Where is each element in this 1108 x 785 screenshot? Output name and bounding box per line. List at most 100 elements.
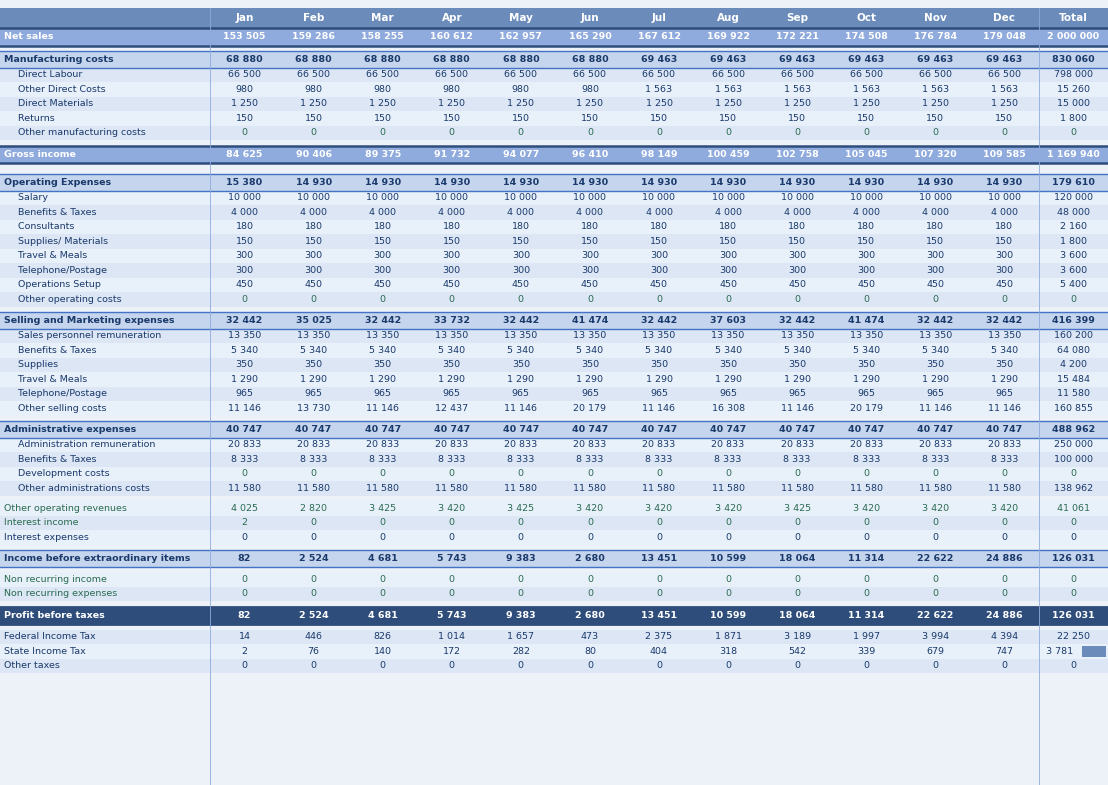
Text: 0: 0 xyxy=(1002,294,1007,304)
Text: 180: 180 xyxy=(373,222,392,232)
Bar xyxy=(0,372,1108,386)
Text: 2 820: 2 820 xyxy=(300,504,327,513)
Text: 0: 0 xyxy=(587,518,593,528)
Text: 20 179: 20 179 xyxy=(574,403,606,413)
Bar xyxy=(1083,646,1106,657)
Bar xyxy=(0,145,1108,163)
Text: 488 962: 488 962 xyxy=(1051,425,1095,434)
Bar xyxy=(0,8,1108,28)
Text: 0: 0 xyxy=(380,590,386,598)
Text: 798 000: 798 000 xyxy=(1054,70,1092,79)
Text: 32 442: 32 442 xyxy=(503,316,538,325)
Text: Other selling costs: Other selling costs xyxy=(12,403,106,413)
Text: 14 930: 14 930 xyxy=(640,177,677,187)
Text: 0: 0 xyxy=(656,661,661,670)
Text: 965: 965 xyxy=(926,389,944,398)
Text: 158 255: 158 255 xyxy=(361,32,404,42)
Text: 0: 0 xyxy=(242,575,247,584)
Text: 980: 980 xyxy=(236,85,254,93)
Text: 980: 980 xyxy=(373,85,392,93)
Text: 0: 0 xyxy=(656,575,661,584)
Bar xyxy=(0,169,1108,174)
Text: 350: 350 xyxy=(236,360,254,369)
Text: 0: 0 xyxy=(587,128,593,137)
Text: 150: 150 xyxy=(581,114,599,122)
Text: 180: 180 xyxy=(788,222,807,232)
Text: Total: Total xyxy=(1059,13,1088,23)
Text: 0: 0 xyxy=(932,575,938,584)
Text: Net sales: Net sales xyxy=(4,32,53,42)
Text: 20 833: 20 833 xyxy=(504,440,537,449)
Text: 10 599: 10 599 xyxy=(710,553,746,563)
Text: 0: 0 xyxy=(1070,661,1077,670)
Text: 3 425: 3 425 xyxy=(369,504,397,513)
Text: 3 420: 3 420 xyxy=(576,504,604,513)
Text: 0: 0 xyxy=(380,469,386,478)
Text: 1 290: 1 290 xyxy=(646,374,673,384)
Text: 159 286: 159 286 xyxy=(293,32,335,42)
Text: 1 250: 1 250 xyxy=(715,99,741,108)
Text: 1 563: 1 563 xyxy=(715,85,741,93)
Text: 20 833: 20 833 xyxy=(366,440,399,449)
Bar xyxy=(0,550,1108,567)
Bar xyxy=(0,191,1108,205)
Text: 153 505: 153 505 xyxy=(224,32,266,42)
Text: 250 000: 250 000 xyxy=(1054,440,1092,449)
Text: 32 442: 32 442 xyxy=(986,316,1023,325)
Text: Other manufacturing costs: Other manufacturing costs xyxy=(12,128,146,137)
Text: 0: 0 xyxy=(310,469,317,478)
Text: 18 064: 18 064 xyxy=(779,553,815,563)
Text: 150: 150 xyxy=(512,114,530,122)
Text: 160 612: 160 612 xyxy=(430,32,473,42)
Bar xyxy=(0,163,1108,169)
Text: 150: 150 xyxy=(858,114,875,122)
Text: 0: 0 xyxy=(794,575,800,584)
Text: 180: 180 xyxy=(581,222,599,232)
Bar xyxy=(0,545,1108,550)
Bar xyxy=(0,607,1108,624)
Text: 4 000: 4 000 xyxy=(576,208,604,217)
Text: 126 031: 126 031 xyxy=(1053,611,1095,619)
Text: 0: 0 xyxy=(449,469,454,478)
Text: 0: 0 xyxy=(1002,518,1007,528)
Text: 66 500: 66 500 xyxy=(228,70,261,79)
Bar xyxy=(0,357,1108,372)
Text: 300: 300 xyxy=(443,251,461,261)
Text: 5 743: 5 743 xyxy=(437,553,466,563)
Text: 0: 0 xyxy=(1070,533,1077,542)
Text: 8 333: 8 333 xyxy=(715,455,741,464)
Text: Non recurring income: Non recurring income xyxy=(4,575,106,584)
Text: 8 333: 8 333 xyxy=(507,455,534,464)
Text: 8 333: 8 333 xyxy=(230,455,258,464)
Text: 2: 2 xyxy=(242,518,247,528)
Text: 13 350: 13 350 xyxy=(504,331,537,340)
Bar xyxy=(0,501,1108,516)
Text: 90 406: 90 406 xyxy=(296,150,331,159)
Text: 150: 150 xyxy=(305,114,322,122)
Text: 282: 282 xyxy=(512,647,530,655)
Text: 350: 350 xyxy=(995,360,1014,369)
Text: 965: 965 xyxy=(995,389,1014,398)
Text: Administration remuneration: Administration remuneration xyxy=(12,440,155,449)
Text: 150: 150 xyxy=(236,114,254,122)
Text: 10 000: 10 000 xyxy=(366,193,399,203)
Text: 20 833: 20 833 xyxy=(780,440,813,449)
Text: 0: 0 xyxy=(380,518,386,528)
Text: 41 474: 41 474 xyxy=(848,316,884,325)
Text: 14 930: 14 930 xyxy=(779,177,815,187)
Text: Profit before taxes: Profit before taxes xyxy=(4,611,105,619)
Text: 300: 300 xyxy=(512,266,530,275)
Text: 0: 0 xyxy=(242,533,247,542)
Text: 300: 300 xyxy=(373,266,392,275)
Bar xyxy=(0,234,1108,249)
Text: 1 290: 1 290 xyxy=(507,374,534,384)
Text: 0: 0 xyxy=(794,590,800,598)
Text: 150: 150 xyxy=(995,114,1014,122)
Text: 0: 0 xyxy=(1002,590,1007,598)
Text: 1 169 940: 1 169 940 xyxy=(1047,150,1100,159)
Text: 350: 350 xyxy=(719,360,737,369)
Text: 1 657: 1 657 xyxy=(507,632,534,641)
Text: 1 290: 1 290 xyxy=(991,374,1018,384)
Text: 5 340: 5 340 xyxy=(576,345,604,355)
Text: 68 880: 68 880 xyxy=(572,55,608,64)
